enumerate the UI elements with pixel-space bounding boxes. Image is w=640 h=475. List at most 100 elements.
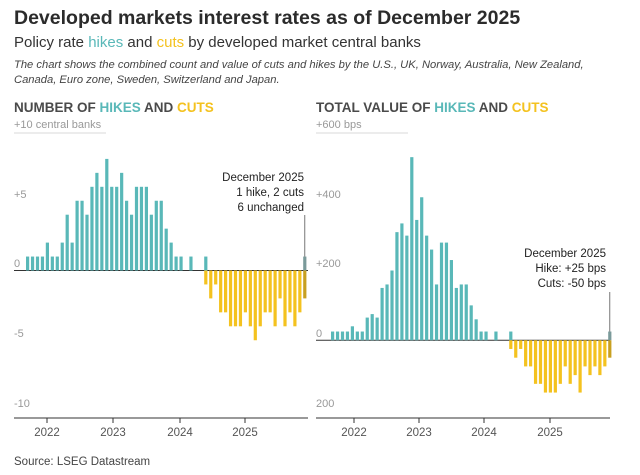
right-hike-bar <box>479 331 483 341</box>
left-annotation-line: December 2025 <box>222 172 304 184</box>
left-hike-bar <box>149 214 153 271</box>
right-hike-bar <box>420 197 424 341</box>
right-cut-bar <box>603 340 607 367</box>
left-annotation-line: 6 unchanged <box>237 202 304 214</box>
source-note: Source: LSEG Datastream <box>14 456 151 468</box>
right-cut-bar <box>583 340 587 367</box>
left-hike-bar <box>105 158 109 271</box>
chart-description: The chart shows the combined count and v… <box>14 59 584 86</box>
left-cut-bar <box>224 270 228 313</box>
right-hike-bar <box>410 157 414 341</box>
right-cut-bar <box>538 340 543 384</box>
right-cut-bar <box>593 340 597 367</box>
left-cut-bar <box>258 270 262 327</box>
right-hike-bar <box>444 242 449 341</box>
right-hike-bar <box>375 317 379 341</box>
left-cut-bar <box>204 270 208 285</box>
left-hike-bar <box>139 186 144 271</box>
left-hike-bar <box>95 172 99 271</box>
right-y-tick-label: 200 <box>316 398 334 410</box>
right-hike-bar <box>385 284 389 341</box>
right-cut-bar <box>524 340 528 367</box>
left-x-tick-label: 2023 <box>100 427 126 439</box>
left-hike-bar <box>189 256 193 271</box>
right-hike-bar <box>474 319 478 341</box>
right-title-part-1: TOTAL VALUE OF <box>316 100 435 115</box>
right-hike-bar <box>400 223 404 341</box>
right-title-part-2: AND <box>475 100 512 115</box>
left-cut-bar <box>253 270 257 341</box>
left-title-part-2: AND <box>140 100 178 115</box>
left-y-tick-label: -10 <box>14 398 30 410</box>
chart-title: Developed markets interest rates as of D… <box>14 7 521 29</box>
left-cut-bar <box>268 270 272 313</box>
left-y-tick-label: +5 <box>14 189 27 201</box>
left-hike-bar <box>303 256 307 271</box>
left-x-tick-label: 2024 <box>167 427 193 439</box>
right-cut-bar <box>514 340 518 358</box>
right-annotation-line: Hike: +25 bps <box>535 263 606 275</box>
left-cut-bar <box>248 270 252 327</box>
left-y-tick-label: 0 <box>14 258 20 270</box>
left-cut-bar <box>238 270 243 327</box>
right-x-tick-label: 2025 <box>537 427 563 439</box>
subtitle-part-2: and <box>123 34 157 51</box>
left-cut-bar <box>209 270 213 299</box>
right-y-tick-label: +600 bps <box>316 119 362 131</box>
right-cut-bar <box>573 340 577 376</box>
left-cut-bar <box>273 270 277 327</box>
left-cut-bar <box>233 270 238 327</box>
right-cut-bar <box>558 340 562 384</box>
right-hike-bar <box>415 219 419 341</box>
right-hike-bar <box>439 242 444 341</box>
left-hike-bar <box>120 172 124 271</box>
right-hike-bar <box>335 331 340 341</box>
right-cut-bar <box>608 340 612 358</box>
right-cut-bar <box>568 340 572 384</box>
right-cut-bar <box>553 340 557 393</box>
right-y-tick-label: +400 <box>316 189 341 201</box>
left-hike-bar <box>70 242 74 271</box>
right-cut-bar <box>519 340 523 349</box>
left-hike-bar <box>204 256 208 271</box>
right-hike-bar <box>459 284 463 341</box>
right-hike-bar <box>509 331 513 341</box>
right-hike-bar <box>395 232 399 341</box>
left-hike-bar <box>65 214 69 271</box>
right-cut-bar <box>563 340 567 367</box>
left-x-tick-label: 2022 <box>34 427 60 439</box>
right-hike-bar <box>331 331 335 341</box>
right-hike-bar <box>405 235 409 341</box>
right-hike-bar <box>360 331 364 341</box>
right-cut-bar <box>509 340 513 349</box>
left-hike-bar <box>115 186 119 271</box>
left-hike-bar <box>75 200 79 271</box>
right-hike-bar <box>350 326 354 341</box>
right-hike-bar <box>464 284 468 341</box>
right-hike-bar <box>449 260 453 341</box>
right-cut-bar <box>529 340 533 367</box>
left-cut-bar <box>214 270 218 285</box>
left-panel-title: NUMBER OF HIKES AND CUTS <box>14 100 214 115</box>
right-title-hikes: HIKES <box>434 100 476 115</box>
left-hike-bar <box>50 256 54 271</box>
left-cut-bar <box>298 270 302 313</box>
subtitle-part-1: Policy rate <box>14 34 89 51</box>
left-hike-bar <box>174 256 178 271</box>
left-hike-bar <box>154 200 158 271</box>
left-hike-bar <box>30 256 35 271</box>
right-hike-bar <box>608 331 612 341</box>
right-y-tick-label: 0 <box>316 328 322 340</box>
left-cut-bar <box>219 270 223 313</box>
left-hike-bar <box>164 228 168 271</box>
right-hike-bar <box>425 235 429 341</box>
left-hike-bar <box>60 242 64 271</box>
left-hike-bar <box>45 242 49 271</box>
subtitle-hikes: hikes <box>88 34 124 51</box>
left-hike-bar <box>129 214 134 271</box>
right-cut-bar <box>548 340 552 393</box>
left-y-tick-label: +10 central banks <box>14 119 102 131</box>
right-hike-bar <box>345 331 350 341</box>
left-hike-bar <box>35 256 40 271</box>
